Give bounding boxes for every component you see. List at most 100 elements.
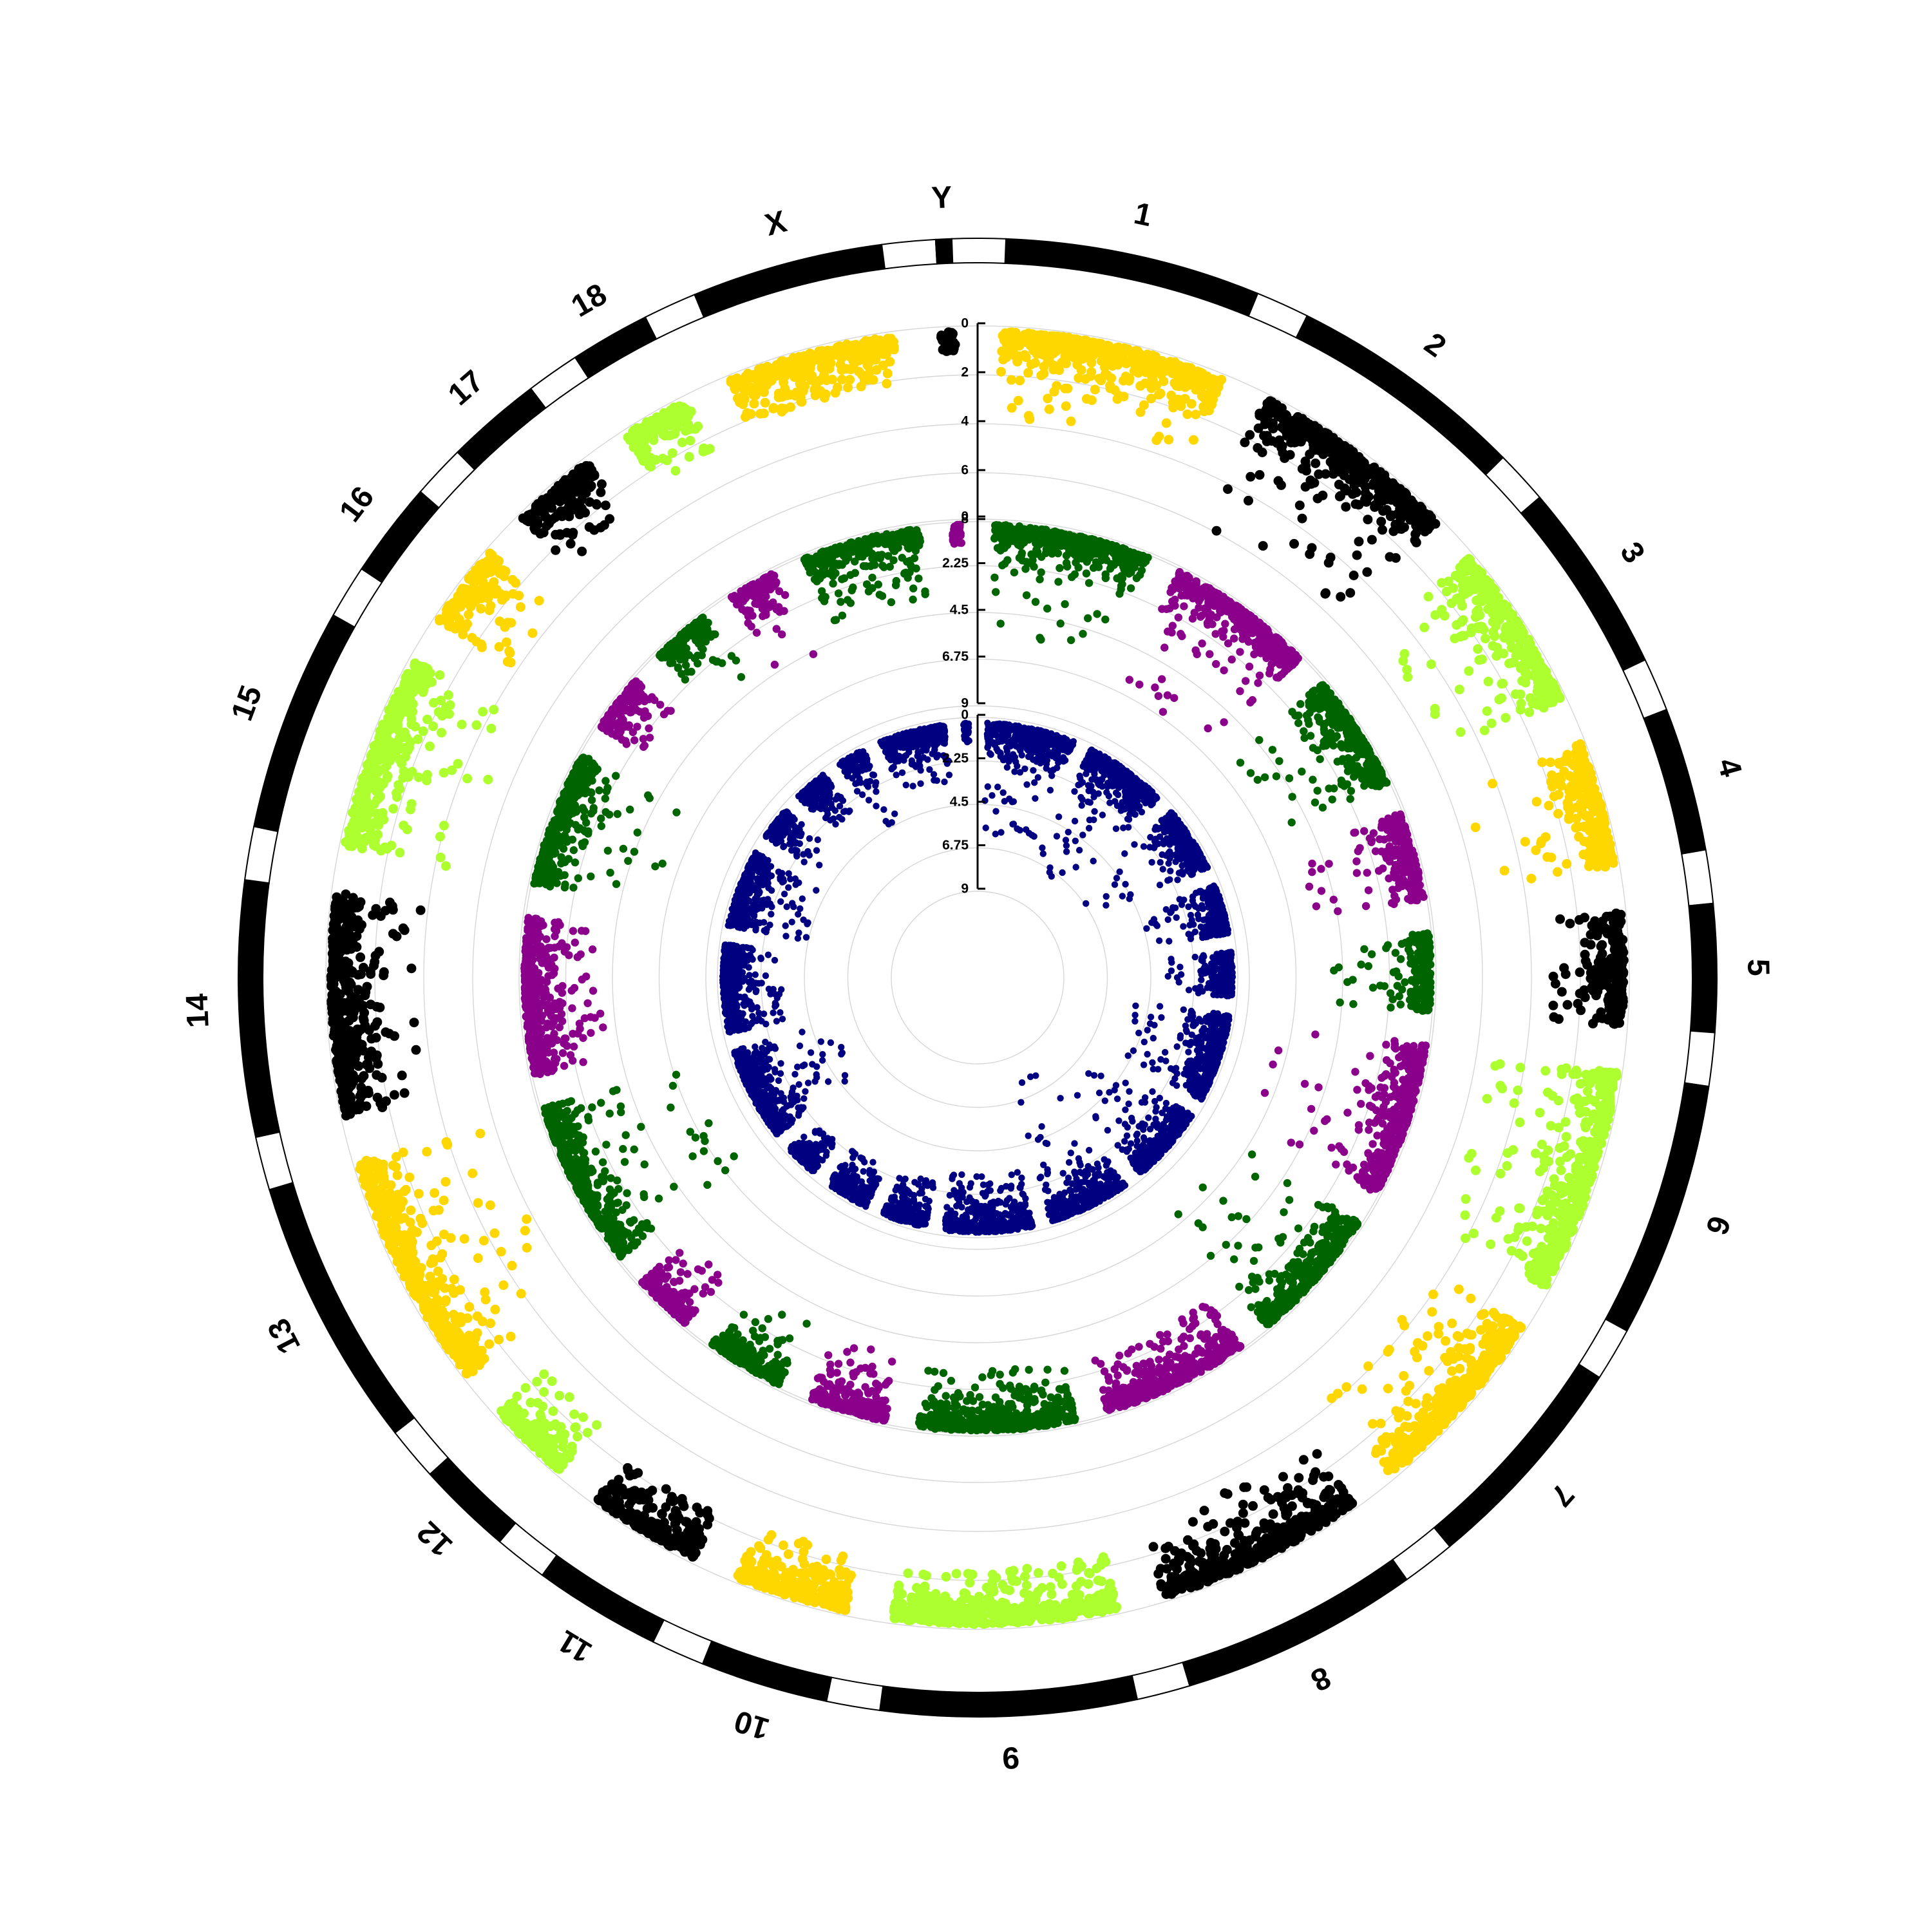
data-point	[1511, 689, 1520, 699]
data-point	[798, 1537, 808, 1547]
data-point	[533, 1443, 542, 1453]
data-point	[704, 1513, 714, 1524]
data-point	[442, 1140, 453, 1150]
data-point	[777, 1584, 787, 1594]
data-point	[418, 726, 428, 736]
data-point	[398, 1148, 408, 1157]
data-point	[1092, 1564, 1102, 1573]
data-point	[533, 1428, 543, 1439]
data-point	[375, 1002, 385, 1012]
data-point	[763, 1535, 773, 1545]
chromosome-label-6: 6	[1699, 1212, 1737, 1239]
data-point	[1048, 1568, 1057, 1578]
data-point	[1045, 348, 1055, 359]
data-point	[669, 1495, 679, 1506]
data-point	[1466, 1293, 1476, 1303]
chromosome-gap	[1683, 1030, 1716, 1088]
data-point	[464, 1364, 474, 1374]
data-point	[554, 1390, 565, 1401]
data-point	[1093, 1575, 1103, 1586]
data-point	[1576, 780, 1586, 790]
data-point	[1269, 1545, 1279, 1555]
data-point	[1524, 707, 1535, 717]
data-point	[1334, 479, 1344, 489]
data-point	[332, 958, 342, 969]
data-point	[1160, 1553, 1171, 1564]
data-point	[496, 1247, 506, 1257]
chromosome-label-9: 9	[1001, 1740, 1020, 1775]
data-point	[1164, 435, 1174, 445]
data-point	[1520, 677, 1531, 688]
data-point	[1490, 600, 1499, 611]
data-point	[390, 1031, 399, 1041]
data-point	[1461, 581, 1471, 591]
data-point	[1166, 1589, 1176, 1599]
data-point	[1399, 522, 1409, 533]
data-point	[1553, 1014, 1564, 1024]
data-point	[1186, 399, 1197, 409]
data-point	[1182, 1535, 1193, 1545]
data-point	[1301, 429, 1311, 439]
data-point	[1518, 627, 1528, 638]
data-point	[1585, 1094, 1595, 1104]
data-point	[902, 1611, 913, 1621]
data-point	[463, 1352, 473, 1361]
chromosome-gap	[1131, 1662, 1191, 1701]
data-point	[381, 1096, 391, 1106]
data-point	[1595, 1070, 1605, 1080]
data-point	[1593, 1133, 1603, 1144]
data-point	[1130, 359, 1140, 370]
data-point	[1402, 665, 1412, 675]
data-point	[1297, 513, 1307, 524]
data-point	[1059, 1612, 1069, 1622]
data-point	[1186, 363, 1196, 373]
data-point	[1464, 556, 1475, 566]
data-point	[1328, 469, 1338, 479]
data-point	[1514, 1203, 1524, 1213]
data-point	[341, 1103, 352, 1113]
data-point	[1561, 1202, 1571, 1212]
chromosome-band-Y	[934, 238, 954, 265]
data-point	[1560, 1117, 1571, 1127]
data-point	[343, 1041, 353, 1051]
data-point	[1323, 558, 1334, 568]
data-point	[1269, 401, 1280, 412]
data-point	[1403, 1396, 1414, 1406]
chromosome-band-9	[879, 1674, 1139, 1718]
data-point	[1546, 757, 1555, 768]
data-point	[1528, 1249, 1539, 1258]
data-point	[1477, 596, 1487, 607]
chromosome-band-X	[694, 243, 886, 318]
data-point	[1465, 1343, 1475, 1353]
data-point	[407, 1274, 417, 1285]
data-point	[1573, 1197, 1582, 1208]
data-point	[1580, 913, 1589, 923]
data-point	[1537, 1242, 1547, 1252]
data-point	[1193, 383, 1203, 392]
data-point	[354, 1061, 364, 1071]
data-point	[1100, 362, 1110, 372]
data-point	[381, 1211, 391, 1222]
data-point	[652, 1519, 663, 1529]
data-point	[1104, 341, 1114, 351]
data-point	[1362, 567, 1372, 577]
data-point	[1576, 1005, 1586, 1016]
data-point	[1155, 357, 1166, 368]
data-point	[1495, 1081, 1506, 1091]
data-point	[596, 1493, 607, 1504]
data-point	[1001, 1613, 1011, 1623]
data-point	[1383, 1383, 1393, 1394]
data-point	[1555, 914, 1565, 924]
data-point	[772, 1555, 782, 1566]
data-point	[1340, 464, 1350, 474]
data-point	[1326, 448, 1336, 458]
data-point	[1423, 592, 1434, 601]
data-point	[1540, 832, 1551, 842]
data-point	[1580, 759, 1590, 770]
data-point	[1043, 393, 1053, 404]
data-point	[370, 951, 381, 961]
data-point	[1555, 1143, 1565, 1153]
data-point	[746, 1547, 756, 1557]
data-point	[1096, 375, 1106, 386]
